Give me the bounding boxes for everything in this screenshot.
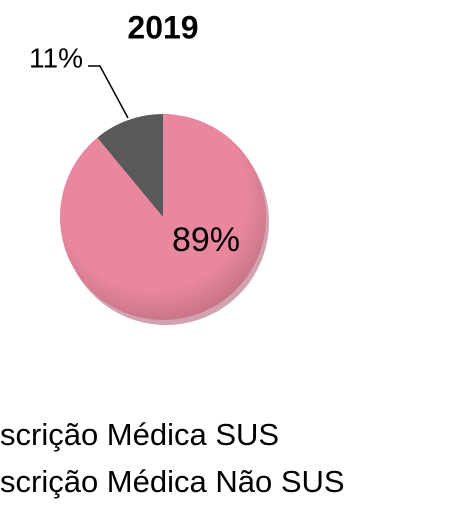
leader-line (88, 65, 129, 119)
pie-shading (60, 114, 266, 320)
data-label: 11% (29, 42, 83, 73)
legend-label: scrição Médica SUS (0, 417, 279, 452)
legend-label: scrição Médica Não SUS (0, 464, 345, 499)
data-label: 89% (172, 221, 240, 259)
chart-title: 2019 (127, 9, 198, 45)
